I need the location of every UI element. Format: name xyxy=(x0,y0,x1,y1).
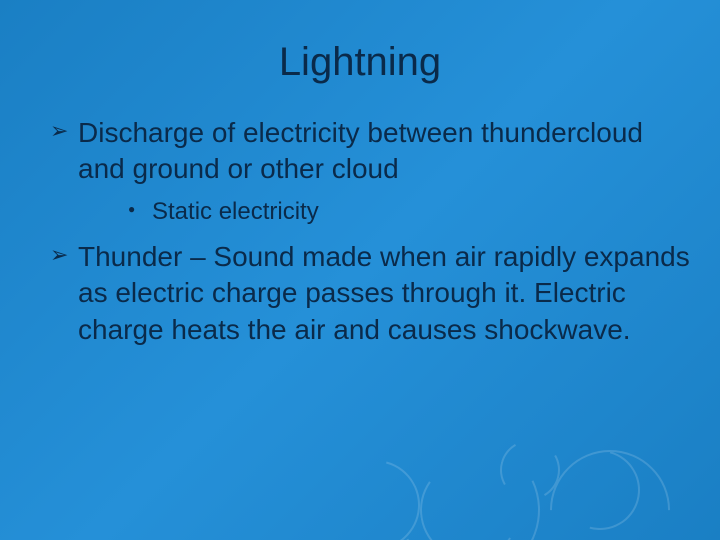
main-bullet-list: Discharge of electricity between thunder… xyxy=(30,115,690,348)
sub-bullet-text: Static electricity xyxy=(152,198,319,225)
bullet-item: Discharge of electricity between thunder… xyxy=(50,115,690,227)
bullet-text: Thunder – Sound made when air rapidly ex… xyxy=(78,241,690,345)
slide-container: Lightning Discharge of electricity betwe… xyxy=(0,0,720,540)
sub-bullet-item: Static electricity xyxy=(128,196,690,227)
bullet-text: Discharge of electricity between thunder… xyxy=(78,117,643,184)
decorative-swirls xyxy=(320,340,720,540)
sub-bullet-list: Static electricity xyxy=(78,196,690,227)
slide-title: Lightning xyxy=(30,40,690,85)
bullet-item: Thunder – Sound made when air rapidly ex… xyxy=(50,239,690,348)
